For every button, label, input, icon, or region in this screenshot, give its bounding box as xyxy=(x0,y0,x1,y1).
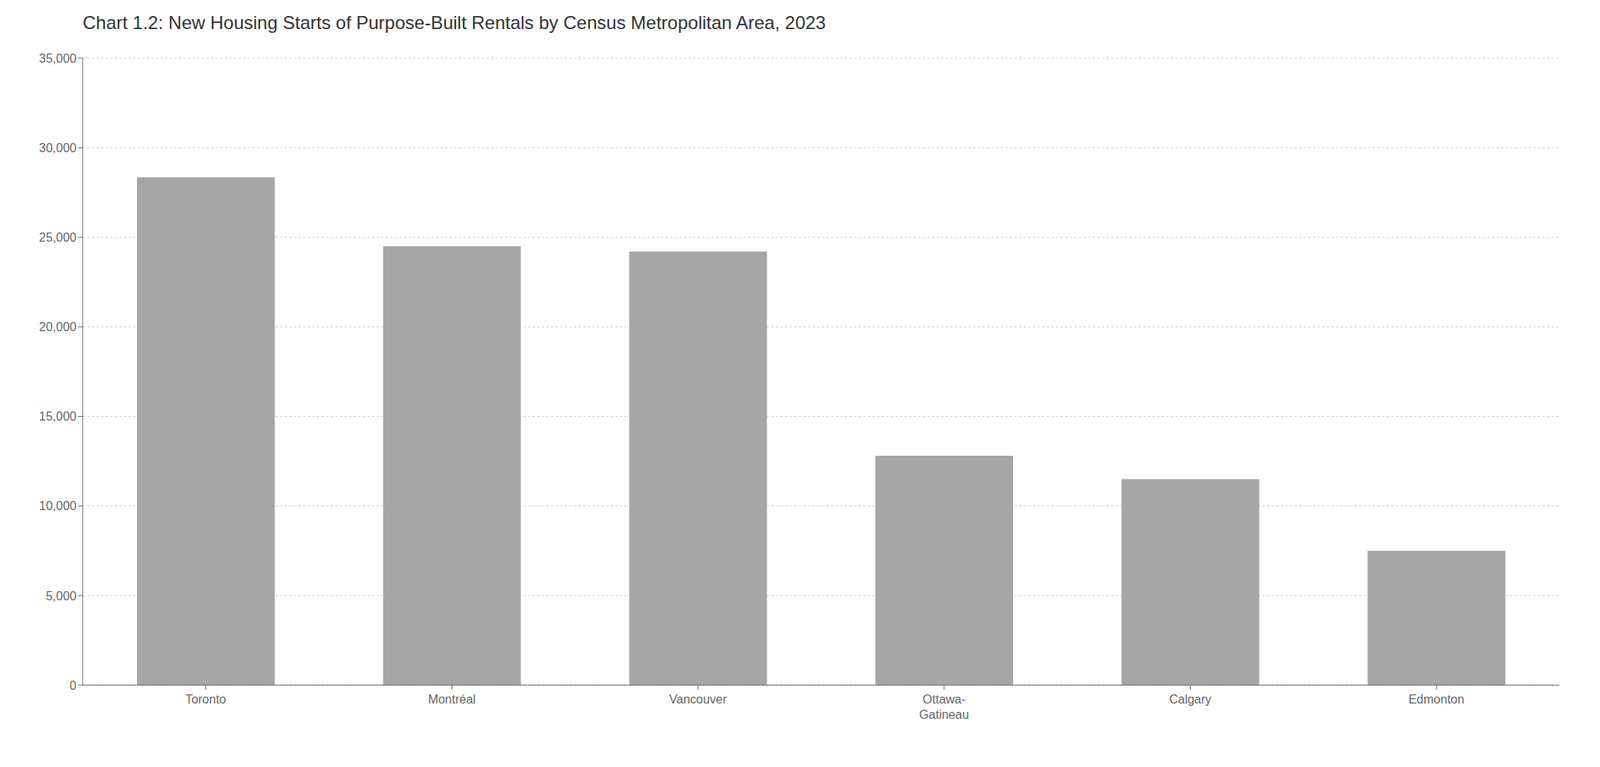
svg-text:Edmonton: Edmonton xyxy=(1408,693,1465,707)
svg-text:Toronto: Toronto xyxy=(185,693,226,707)
svg-text:Montréal: Montréal xyxy=(427,693,476,707)
svg-text:35,000: 35,000 xyxy=(39,52,77,66)
svg-text:10,000: 10,000 xyxy=(39,499,77,513)
svg-text:25,000: 25,000 xyxy=(39,231,77,245)
svg-text:Calgary: Calgary xyxy=(1169,693,1212,707)
svg-text:Vancouver: Vancouver xyxy=(669,693,728,707)
svg-text:20,000: 20,000 xyxy=(39,320,77,334)
svg-text:0: 0 xyxy=(69,679,77,693)
html-text:Chart 1.2: New Housing Starts: Chart 1.2: New Housing Starts of Purpose… xyxy=(82,12,826,33)
svg-text:15,000: 15,000 xyxy=(39,410,77,424)
svg-text:30,000: 30,000 xyxy=(39,141,77,155)
svg-text:5,000: 5,000 xyxy=(45,589,77,603)
svg-text:Ottawa-Gatineau: Ottawa-Gatineau xyxy=(918,693,969,722)
